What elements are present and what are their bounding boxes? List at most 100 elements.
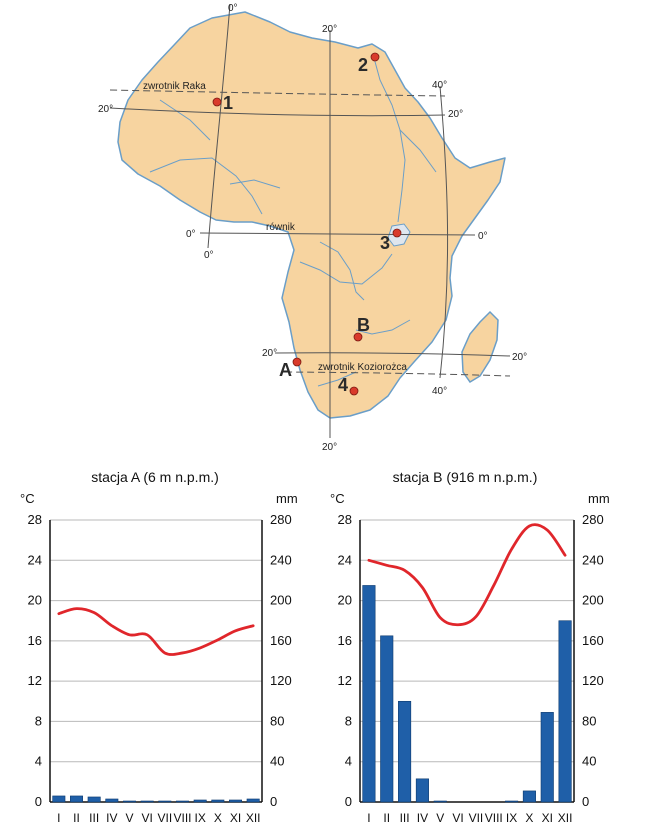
point-b: B — [353, 315, 370, 342]
equator-label-left: 0° — [186, 229, 196, 240]
precip-bar — [522, 790, 536, 803]
rivers — [149, 57, 437, 387]
left-tick-label: 28 — [338, 512, 352, 527]
left-tick-label: 0 — [345, 794, 352, 809]
chart-a-left-unit: °C — [20, 491, 35, 506]
precip-bar — [123, 800, 136, 803]
point-4: 4 — [338, 375, 359, 396]
right-tick-label: 120 — [582, 673, 604, 688]
month-label: IX — [194, 811, 205, 825]
point-2: 2 — [358, 52, 380, 75]
left-tick-label: 4 — [345, 754, 352, 769]
month-label: IV — [106, 811, 117, 825]
precip-bar — [52, 795, 66, 803]
point-4-label: 4 — [338, 375, 348, 395]
madagascar — [461, 310, 499, 384]
month-label: III — [89, 811, 99, 825]
right-tick-label: 160 — [582, 633, 604, 648]
month-label: VI — [141, 811, 152, 825]
parallel-20n-right: 20° — [448, 109, 463, 120]
right-tick-label: 0 — [270, 794, 277, 809]
precip-bar — [105, 798, 119, 803]
precip-bar — [229, 799, 242, 803]
equator-label-right: 0° — [478, 231, 488, 242]
left-tick-label: 12 — [28, 673, 42, 688]
tropic-cancer-label: zwrotnik Raka — [143, 81, 206, 92]
point-a-label: A — [279, 360, 292, 380]
chart-b-title: stacja B (916 m n.p.m.) — [393, 469, 538, 485]
point-3-marker — [392, 228, 402, 238]
precip-bar — [211, 799, 225, 803]
left-tick-label: 0 — [35, 794, 42, 809]
point-1-marker — [212, 97, 222, 107]
meridian-20-top: 20° — [322, 24, 337, 35]
parallel-20n-left: 20° — [98, 104, 113, 115]
right-tick-label: 240 — [270, 552, 292, 567]
chart-station-a: stacja A (6 m n.p.m.) °C mm 0 0 4 40 8 80 12 12… — [20, 469, 298, 825]
month-label: II — [73, 811, 80, 825]
left-tick-label: 8 — [345, 713, 352, 728]
month-label: II — [383, 811, 390, 825]
left-tick-label: 8 — [35, 713, 42, 728]
left-tick-label: 28 — [28, 512, 42, 527]
month-label: VIII — [485, 811, 503, 825]
month-label: V — [125, 811, 133, 825]
chart-b-left-unit: °C — [330, 491, 345, 506]
month-label: X — [525, 811, 533, 825]
point-b-label: B — [357, 315, 370, 335]
month-label: XI — [230, 811, 241, 825]
month-label: VI — [452, 811, 463, 825]
right-tick-label: 200 — [582, 593, 604, 608]
precip-bar — [505, 800, 519, 803]
precip-bar — [362, 585, 376, 803]
right-tick-label: 120 — [270, 673, 292, 688]
chart-b-right-unit: mm — [588, 491, 610, 506]
left-tick-label: 12 — [338, 673, 352, 688]
precip-bar — [380, 635, 394, 803]
right-tick-label: 200 — [270, 593, 292, 608]
africa-map: 0° 20° 40° 0° 20° 40° 20° 20° 0° 0° 20° … — [98, 3, 527, 453]
month-label: X — [214, 811, 222, 825]
precip-bar — [176, 800, 189, 803]
right-tick-label: 240 — [582, 552, 604, 567]
precip-bar — [87, 796, 101, 803]
point-4-marker — [349, 386, 359, 396]
meridian-0-bottom: 0° — [204, 250, 214, 261]
left-tick-label: 4 — [35, 754, 42, 769]
month-label: XI — [542, 811, 553, 825]
tropic-capricorn-label: zwrotnik Koziorożca — [318, 362, 407, 373]
month-label: I — [367, 811, 370, 825]
right-tick-label: 40 — [582, 754, 596, 769]
precip-bar — [433, 800, 447, 803]
africa-landmass — [117, 11, 506, 419]
point-1-label: 1 — [223, 93, 233, 113]
temperature-line — [57, 607, 255, 656]
precip-bar — [246, 798, 260, 803]
parallel-20s-right: 20° — [512, 352, 527, 363]
left-tick-label: 16 — [28, 633, 42, 648]
left-tick-label: 20 — [28, 593, 42, 608]
parallels — [109, 107, 511, 357]
point-a-marker — [292, 357, 302, 367]
precip-bar — [193, 799, 207, 803]
month-label: V — [436, 811, 444, 825]
right-tick-label: 40 — [270, 754, 284, 769]
month-label: III — [400, 811, 410, 825]
tropics — [109, 89, 511, 377]
point-3-label: 3 — [380, 233, 390, 253]
month-label: IV — [417, 811, 428, 825]
temperature-line — [367, 523, 567, 627]
point-3: 3 — [380, 228, 402, 253]
right-tick-label: 80 — [582, 713, 596, 728]
month-label: IX — [506, 811, 517, 825]
month-label: VII — [157, 811, 172, 825]
precip-bar — [140, 800, 154, 803]
point-1: 1 — [212, 93, 233, 113]
chart-a-right-unit: mm — [276, 491, 298, 506]
precip-bar — [70, 795, 83, 803]
precip-bar — [558, 620, 572, 803]
precip-bar — [415, 778, 429, 803]
point-b-marker — [353, 332, 363, 342]
right-tick-label: 0 — [582, 794, 589, 809]
